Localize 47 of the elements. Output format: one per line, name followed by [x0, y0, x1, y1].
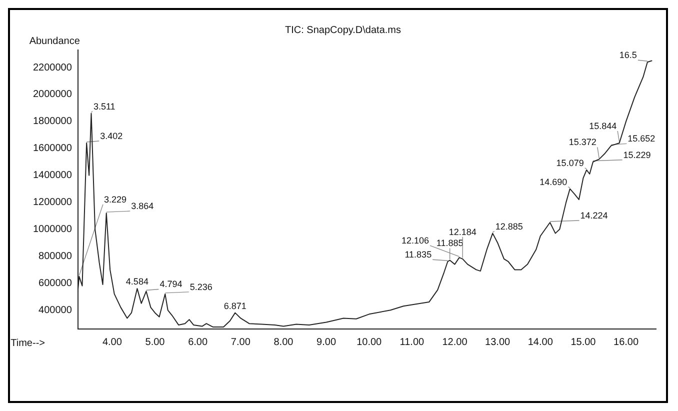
annotation: 15.079: [556, 158, 584, 168]
x-tick-label: 5.00: [145, 336, 166, 348]
annotation: 11.885: [436, 238, 464, 248]
x-tick-label: 10.00: [356, 336, 382, 348]
y-tick-label: 400000: [38, 304, 72, 316]
annotation: 15.372: [568, 137, 596, 148]
x-axis-title: Time-->: [10, 338, 46, 349]
x-tick-label: 8.00: [274, 336, 294, 348]
annotation: 4.794: [160, 279, 182, 290]
annotation: 15.844: [589, 120, 617, 131]
x-tick-label: 9.00: [316, 336, 336, 348]
annotation: 3.229: [104, 194, 126, 204]
y-tick-label: 1400000: [32, 170, 72, 182]
annotation: 3.511: [93, 101, 116, 112]
chart-title: TIC: SnapCopy.D\data.ms: [285, 24, 401, 36]
annotation: 6.871: [224, 300, 246, 311]
y-tick-label: 1800000: [32, 116, 72, 128]
x-tick-label: 14.00: [528, 336, 554, 348]
x-tick-label: 12.00: [442, 336, 468, 348]
y-tick-label: 2200000: [32, 62, 72, 74]
y-tick-label: 1600000: [32, 143, 72, 154]
annotation: 3.402: [100, 130, 123, 141]
annotation: 5.236: [190, 282, 212, 292]
x-tick-label: 7.00: [230, 336, 251, 348]
annotation: 12.885: [495, 221, 523, 232]
annotation: 4.584: [126, 276, 148, 287]
annotation: 12.106: [401, 236, 430, 246]
x-tick-label: 13.00: [485, 336, 511, 348]
y-tick-label: 1200000: [32, 197, 72, 208]
annotation: 14.690: [540, 176, 568, 187]
y-tick-label: 800000: [38, 250, 72, 262]
annotation: 12.184: [448, 226, 476, 237]
annotation: 11.835: [404, 250, 432, 260]
annotation: 3.864: [131, 201, 154, 212]
y-tick-label: 600000: [38, 278, 72, 289]
y-tick-label: 2000000: [32, 89, 72, 100]
x-tick-label: 15.00: [570, 336, 596, 348]
annotation: 15.652: [628, 134, 656, 144]
y-tick-label: 1000000: [32, 224, 72, 236]
x-tick-label: 11.00: [400, 336, 424, 348]
annotation: 15.229: [623, 150, 651, 160]
annotation: 14.224: [580, 210, 608, 221]
y-axis-title: Abundance: [29, 36, 80, 47]
annotation: 16.5: [619, 50, 637, 60]
x-tick-label: 6.00: [188, 336, 208, 348]
x-tick-label: 16.00: [614, 336, 639, 348]
x-tick-label: 4.00: [102, 336, 122, 348]
